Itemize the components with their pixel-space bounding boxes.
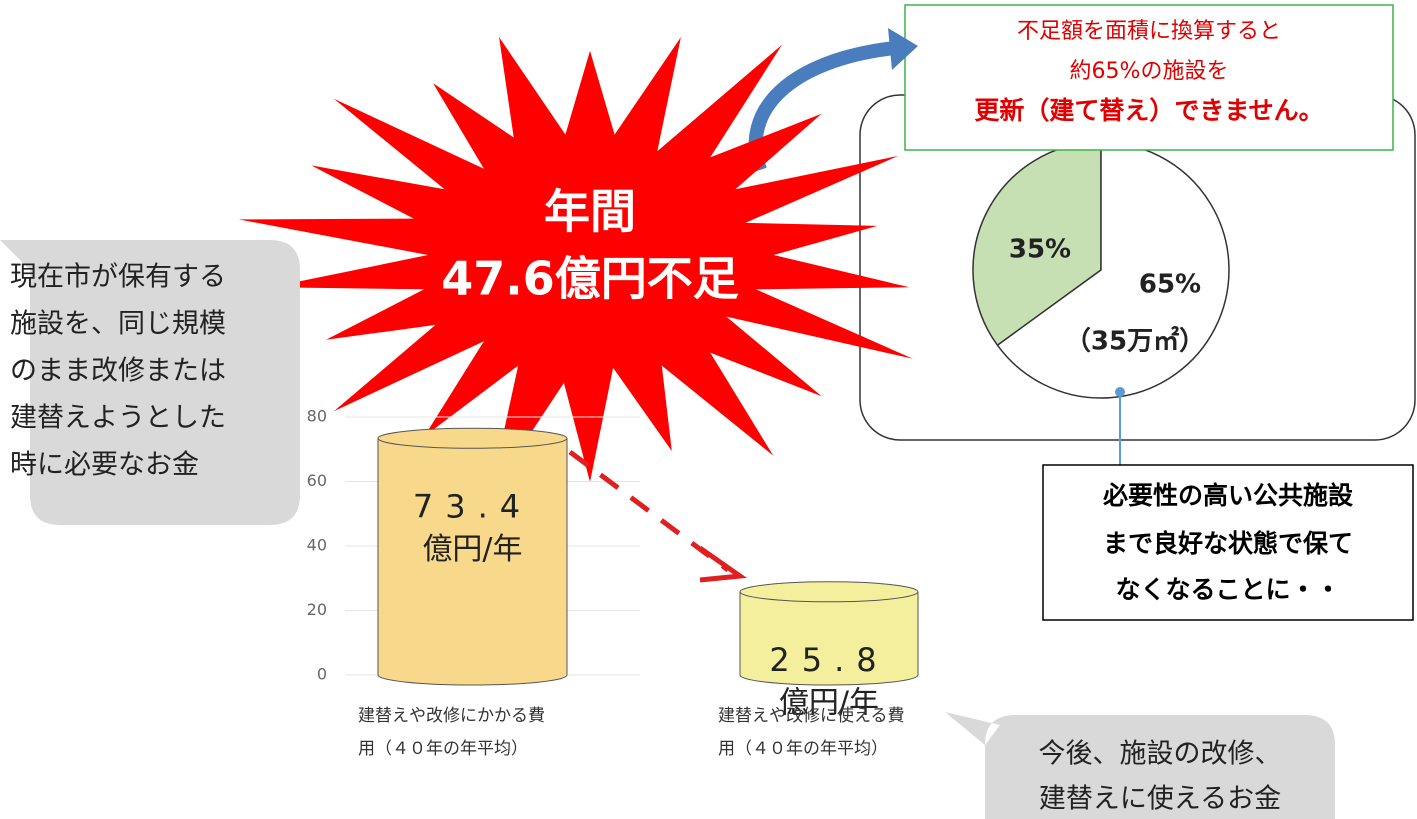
y-tick-label: 80 xyxy=(307,407,327,426)
x-tick-label-box: 建替えや改修に使える費用（４０年の年平均） xyxy=(718,706,905,759)
pie-chart: 35% 65% （35万㎡） xyxy=(972,141,1230,399)
starburst xyxy=(238,37,914,495)
callout-text: 更新（建て替え）できません。 xyxy=(974,96,1323,125)
callout-text: 約65%の施設を xyxy=(1070,59,1229,84)
bar-top xyxy=(739,581,919,603)
bar xyxy=(378,438,567,675)
pie-label: 65% xyxy=(1139,270,1201,300)
bubble-text: 現在市が保有する xyxy=(10,262,226,293)
bubble-text: 今後、施設の改修、 xyxy=(1039,739,1282,770)
y-tick-label: 20 xyxy=(307,600,327,619)
connector-dot xyxy=(1115,387,1125,397)
value-unit: 億円/年 xyxy=(422,532,522,567)
bar xyxy=(740,591,918,675)
value-unit: 億円/年 xyxy=(779,685,879,720)
arrow-head xyxy=(888,28,918,70)
right-bubble xyxy=(945,712,1335,819)
value-label: 25.8 xyxy=(769,641,888,679)
bubble-text: 施設を、同じ規模 xyxy=(10,309,226,340)
y-tick-label: 60 xyxy=(307,471,327,490)
starburst-text: 年間 xyxy=(544,185,636,239)
bubble-text: のまま改修または xyxy=(10,356,226,387)
bubble-text: 建替えようとした xyxy=(10,403,226,434)
bubble-tail xyxy=(0,240,60,300)
pie-slice xyxy=(996,141,1230,399)
bubble-text: 建替えに使えるお金 xyxy=(1039,784,1281,815)
x-tick-label-box: 建替えや改修にかかる費用（４０年の年平均） xyxy=(358,706,545,759)
note-text: なくなることに・・ xyxy=(1115,575,1340,604)
bubble-text: 時に必要なお金 xyxy=(10,450,199,481)
left-bubble xyxy=(30,240,300,525)
callout-text: 不足額を面積に換算すると xyxy=(1017,19,1281,44)
callout-box xyxy=(904,4,1394,151)
y-tick-label: 0 xyxy=(317,665,327,684)
pie-annotation: （35万㎡） xyxy=(1065,326,1205,357)
x-tick-label: 建替えや改修に使える費用（４０年の年平均） xyxy=(718,706,905,759)
note-text: 必要性の高い公共施設 xyxy=(1103,481,1354,510)
x-tick-label: 建替えや改修にかかる費用（４０年の年平均） xyxy=(358,706,545,759)
bar-top xyxy=(377,427,568,449)
trend-arrow-head xyxy=(698,545,747,583)
note-text: まで良好な状態で保て xyxy=(1103,529,1353,558)
starburst-text: 47.6億円不足 xyxy=(441,252,739,306)
note-box xyxy=(1042,464,1414,621)
y-tick-label: 40 xyxy=(307,536,327,555)
pie-label: 35% xyxy=(1009,235,1071,265)
value-label: 73.4 xyxy=(413,487,532,525)
